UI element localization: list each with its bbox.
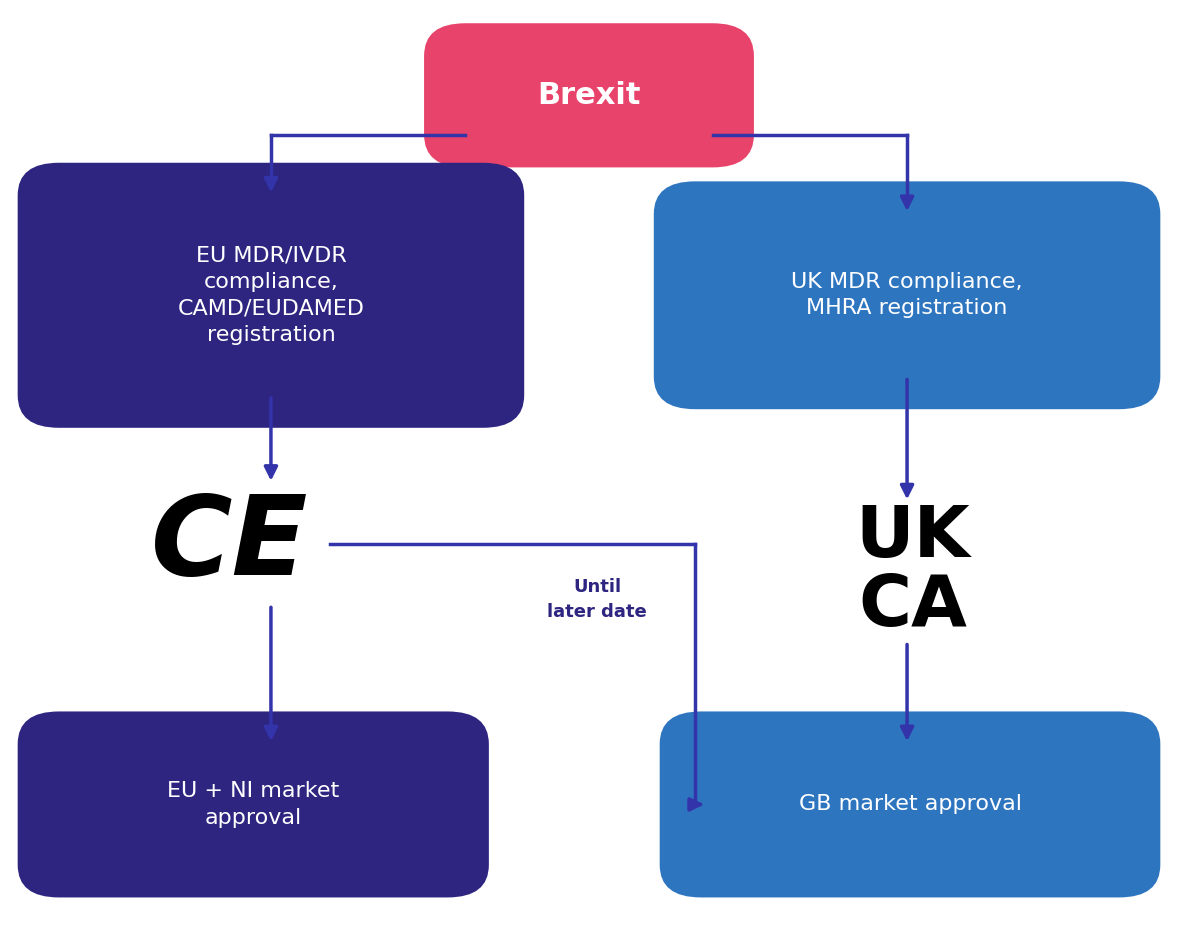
FancyBboxPatch shape xyxy=(18,711,489,897)
FancyBboxPatch shape xyxy=(654,181,1160,409)
Text: UK MDR compliance,
MHRA registration: UK MDR compliance, MHRA registration xyxy=(792,272,1023,318)
FancyBboxPatch shape xyxy=(660,711,1160,897)
Text: Brexit: Brexit xyxy=(537,81,641,110)
Text: UK
CA: UK CA xyxy=(855,503,971,641)
FancyBboxPatch shape xyxy=(18,163,524,428)
Text: EU + NI market
approval: EU + NI market approval xyxy=(167,781,339,828)
FancyBboxPatch shape xyxy=(424,23,754,167)
Text: Until
later date: Until later date xyxy=(548,578,647,621)
Text: EU MDR/IVDR
compliance,
CAMD/EUDAMED
registration: EU MDR/IVDR compliance, CAMD/EUDAMED reg… xyxy=(178,246,364,345)
Text: GB market approval: GB market approval xyxy=(799,794,1021,815)
Text: CE: CE xyxy=(151,490,309,598)
